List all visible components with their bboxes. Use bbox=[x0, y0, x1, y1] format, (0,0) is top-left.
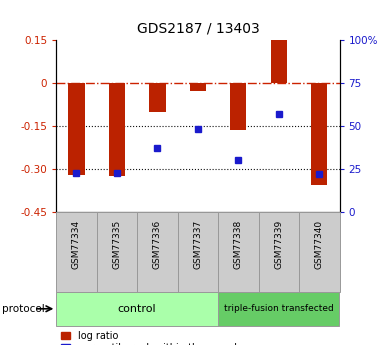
FancyBboxPatch shape bbox=[56, 292, 218, 326]
Text: protocol: protocol bbox=[2, 304, 45, 314]
Text: GSM77339: GSM77339 bbox=[274, 220, 283, 269]
Text: GSM77337: GSM77337 bbox=[193, 220, 203, 269]
Bar bbox=[68, 83, 85, 175]
FancyBboxPatch shape bbox=[97, 212, 137, 292]
Text: GSM77340: GSM77340 bbox=[315, 220, 324, 269]
FancyBboxPatch shape bbox=[56, 212, 97, 292]
Bar bbox=[190, 83, 206, 90]
FancyBboxPatch shape bbox=[218, 212, 258, 292]
Bar bbox=[271, 39, 287, 83]
FancyBboxPatch shape bbox=[137, 212, 178, 292]
FancyBboxPatch shape bbox=[178, 212, 218, 292]
Text: GSM77338: GSM77338 bbox=[234, 220, 243, 269]
Title: GDS2187 / 13403: GDS2187 / 13403 bbox=[137, 22, 259, 36]
Bar bbox=[149, 83, 166, 111]
FancyBboxPatch shape bbox=[258, 212, 299, 292]
Text: GSM77335: GSM77335 bbox=[113, 220, 121, 269]
Text: control: control bbox=[118, 304, 156, 314]
Legend: log ratio, percentile rank within the sample: log ratio, percentile rank within the sa… bbox=[61, 331, 242, 345]
FancyBboxPatch shape bbox=[299, 212, 340, 292]
FancyBboxPatch shape bbox=[218, 292, 340, 326]
Bar bbox=[311, 83, 327, 185]
Text: triple-fusion transfected: triple-fusion transfected bbox=[224, 304, 334, 313]
Text: GSM77336: GSM77336 bbox=[153, 220, 162, 269]
Text: GSM77334: GSM77334 bbox=[72, 220, 81, 269]
Bar bbox=[230, 83, 246, 130]
Bar bbox=[109, 83, 125, 176]
